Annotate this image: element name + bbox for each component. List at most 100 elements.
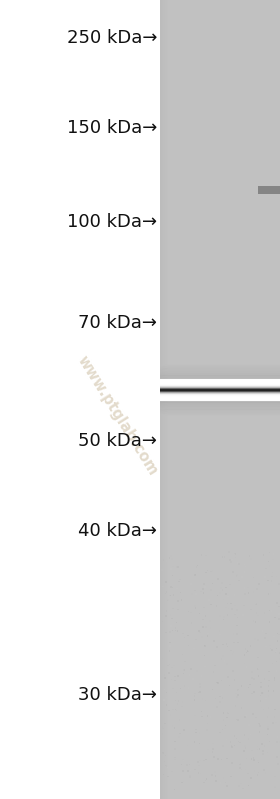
Bar xyxy=(184,637,185,638)
Bar xyxy=(160,455,280,459)
Bar xyxy=(160,40,280,43)
Bar xyxy=(233,651,234,653)
Bar xyxy=(256,603,257,605)
Bar xyxy=(199,686,201,688)
Bar xyxy=(195,607,196,609)
Bar xyxy=(160,458,280,461)
Bar xyxy=(160,514,280,517)
Bar xyxy=(259,749,260,750)
Bar xyxy=(221,556,223,558)
Bar xyxy=(160,687,280,690)
Bar xyxy=(160,56,280,59)
Bar xyxy=(160,645,280,648)
Bar xyxy=(207,749,209,750)
Bar xyxy=(166,692,167,694)
Bar xyxy=(268,561,269,562)
Bar xyxy=(162,753,163,754)
Bar xyxy=(261,706,262,708)
Bar xyxy=(264,576,266,578)
Bar xyxy=(184,661,186,662)
Bar xyxy=(160,753,280,757)
Bar xyxy=(181,777,183,778)
Bar xyxy=(163,562,165,564)
Bar xyxy=(182,770,184,772)
Bar xyxy=(160,679,280,682)
Bar xyxy=(236,658,237,660)
Bar xyxy=(263,555,264,556)
Bar xyxy=(172,566,174,567)
Bar xyxy=(195,776,197,777)
Bar xyxy=(277,640,278,642)
Bar xyxy=(240,763,241,765)
Bar xyxy=(206,729,208,731)
Bar xyxy=(160,557,280,560)
Bar xyxy=(174,748,176,749)
Bar xyxy=(160,272,280,275)
Bar xyxy=(160,434,280,437)
Bar xyxy=(160,583,280,586)
Bar xyxy=(165,593,166,594)
Bar xyxy=(246,666,247,668)
Bar xyxy=(243,750,245,752)
Bar xyxy=(244,564,245,566)
Bar xyxy=(160,658,280,661)
Bar xyxy=(197,761,199,763)
Bar xyxy=(258,690,260,691)
Bar xyxy=(170,713,171,714)
Bar xyxy=(160,184,280,187)
Bar xyxy=(160,661,280,664)
Bar xyxy=(276,756,278,757)
Bar xyxy=(160,6,280,9)
Bar xyxy=(257,614,259,616)
Bar xyxy=(160,757,280,760)
Bar xyxy=(160,797,280,799)
Bar xyxy=(250,609,252,610)
Bar xyxy=(219,732,221,733)
Bar xyxy=(251,744,252,745)
Bar xyxy=(260,695,261,696)
Bar xyxy=(160,0,280,3)
Bar xyxy=(160,114,280,117)
Bar xyxy=(160,426,280,429)
Bar xyxy=(160,242,280,245)
Bar xyxy=(160,304,280,307)
Bar xyxy=(163,559,164,561)
Bar xyxy=(160,288,280,291)
Bar xyxy=(227,677,229,678)
Bar xyxy=(189,777,191,778)
Bar xyxy=(160,407,280,409)
Bar xyxy=(253,620,254,622)
Bar xyxy=(171,568,172,570)
Bar xyxy=(235,557,236,559)
Bar xyxy=(160,401,280,403)
Bar xyxy=(160,375,280,376)
Bar xyxy=(247,650,249,652)
Bar xyxy=(209,730,210,731)
Bar xyxy=(160,509,280,512)
Bar xyxy=(160,0,162,799)
Bar xyxy=(267,555,269,556)
Bar xyxy=(197,565,198,566)
Bar xyxy=(234,735,235,737)
Bar xyxy=(160,400,280,403)
Bar xyxy=(160,727,280,730)
Bar xyxy=(222,655,224,657)
Bar xyxy=(229,583,231,585)
Bar xyxy=(160,50,280,54)
Bar xyxy=(259,723,260,725)
Bar xyxy=(160,690,280,693)
Bar xyxy=(177,566,179,567)
Bar xyxy=(194,714,196,716)
Bar xyxy=(221,658,222,660)
Bar xyxy=(223,753,224,755)
Bar xyxy=(162,728,164,729)
Bar xyxy=(160,591,280,594)
Bar xyxy=(208,599,210,601)
Bar xyxy=(205,626,207,628)
Bar xyxy=(219,630,220,631)
Bar xyxy=(251,657,252,658)
Bar xyxy=(160,285,280,288)
Bar xyxy=(181,599,182,601)
Bar xyxy=(276,575,277,577)
Bar xyxy=(160,703,280,706)
